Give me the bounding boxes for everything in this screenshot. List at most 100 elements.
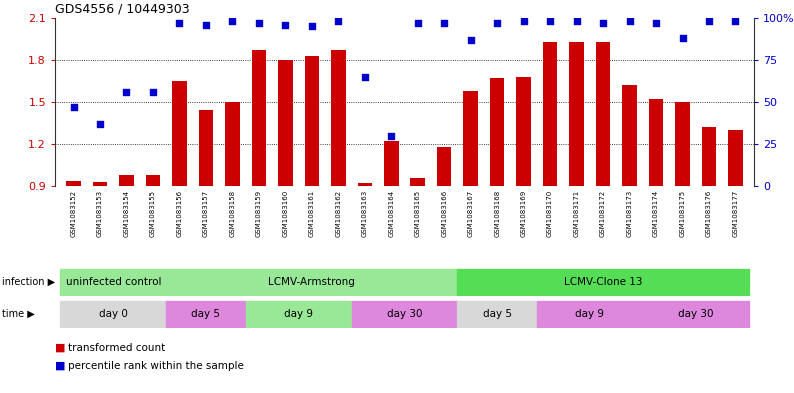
Text: day 30: day 30 — [678, 309, 714, 319]
Point — [437, 20, 450, 26]
Point — [279, 22, 291, 28]
Text: day 5: day 5 — [483, 309, 511, 319]
Text: GSM1083155: GSM1083155 — [150, 190, 156, 237]
Point — [411, 20, 424, 26]
Bar — [352, 301, 457, 327]
Text: GSM1083167: GSM1083167 — [468, 190, 474, 237]
Bar — [166, 301, 245, 327]
Text: infection ▶: infection ▶ — [2, 277, 55, 287]
Text: GSM1083156: GSM1083156 — [176, 190, 183, 237]
Text: GSM1083159: GSM1083159 — [256, 190, 262, 237]
Bar — [278, 60, 293, 186]
Point — [226, 18, 239, 24]
Text: ■: ■ — [55, 343, 65, 353]
Text: GSM1083163: GSM1083163 — [362, 190, 368, 237]
Point — [491, 20, 503, 26]
Bar — [252, 50, 266, 186]
Text: day 0: day 0 — [98, 309, 128, 319]
Text: LCMV-Clone 13: LCMV-Clone 13 — [564, 277, 642, 287]
Bar — [305, 56, 319, 186]
Text: GSM1083174: GSM1083174 — [653, 190, 659, 237]
Text: percentile rank within the sample: percentile rank within the sample — [68, 361, 244, 371]
Point — [306, 23, 318, 29]
Point — [173, 20, 186, 26]
Point — [358, 73, 371, 80]
Bar — [245, 301, 352, 327]
Point — [703, 18, 715, 24]
Bar — [384, 141, 399, 186]
Text: uninfected control: uninfected control — [65, 277, 161, 287]
Text: GSM1083157: GSM1083157 — [203, 190, 209, 237]
Text: LCMV-Armstrong: LCMV-Armstrong — [268, 277, 355, 287]
Text: GSM1083160: GSM1083160 — [283, 190, 288, 237]
Point — [252, 20, 265, 26]
Bar — [166, 269, 457, 295]
Point — [94, 121, 106, 127]
Text: GSM1083170: GSM1083170 — [547, 190, 553, 237]
Bar — [464, 91, 478, 186]
Point — [649, 20, 662, 26]
Bar — [543, 42, 557, 186]
Text: GSM1083172: GSM1083172 — [600, 190, 606, 237]
Point — [332, 18, 345, 24]
Point — [120, 89, 133, 95]
Point — [385, 132, 398, 139]
Point — [544, 18, 557, 24]
Text: GSM1083171: GSM1083171 — [573, 190, 580, 237]
Text: GSM1083158: GSM1083158 — [229, 190, 235, 237]
Text: GSM1083162: GSM1083162 — [335, 190, 341, 237]
Bar — [60, 301, 166, 327]
Text: GSM1083169: GSM1083169 — [521, 190, 526, 237]
Bar — [728, 130, 742, 186]
Bar — [331, 50, 345, 186]
Text: GSM1083173: GSM1083173 — [626, 190, 633, 237]
Text: ■: ■ — [55, 361, 65, 371]
Bar — [622, 85, 637, 186]
Bar — [93, 182, 107, 186]
Text: GSM1083175: GSM1083175 — [680, 190, 685, 237]
Text: GSM1083168: GSM1083168 — [494, 190, 500, 237]
Text: GSM1083161: GSM1083161 — [309, 190, 315, 237]
Bar — [66, 181, 81, 186]
Point — [67, 104, 80, 110]
Bar — [516, 77, 531, 186]
Bar — [198, 110, 214, 186]
Text: GSM1083152: GSM1083152 — [71, 190, 76, 237]
Point — [147, 89, 160, 95]
Bar — [119, 175, 133, 186]
Text: day 9: day 9 — [576, 309, 604, 319]
Text: day 9: day 9 — [284, 309, 313, 319]
Bar — [437, 147, 452, 186]
Point — [199, 22, 212, 28]
Bar — [410, 178, 425, 186]
Bar — [490, 78, 504, 186]
Text: GSM1083164: GSM1083164 — [388, 190, 395, 237]
Text: time ▶: time ▶ — [2, 309, 35, 319]
Text: GSM1083177: GSM1083177 — [733, 190, 738, 237]
Text: GSM1083153: GSM1083153 — [97, 190, 103, 237]
Bar — [172, 81, 187, 186]
Bar — [596, 42, 611, 186]
Text: day 5: day 5 — [191, 309, 221, 319]
Bar — [569, 42, 584, 186]
Bar — [145, 175, 160, 186]
Text: GSM1083176: GSM1083176 — [706, 190, 712, 237]
Bar — [649, 99, 663, 186]
Point — [676, 35, 689, 41]
Point — [464, 37, 477, 43]
Point — [623, 18, 636, 24]
Text: GDS4556 / 10449303: GDS4556 / 10449303 — [55, 2, 190, 15]
Point — [570, 18, 583, 24]
Point — [597, 20, 610, 26]
Bar — [643, 301, 749, 327]
Bar — [60, 269, 166, 295]
Point — [729, 18, 742, 24]
Text: transformed count: transformed count — [68, 343, 165, 353]
Bar — [675, 102, 690, 186]
Text: day 30: day 30 — [387, 309, 422, 319]
Bar — [457, 301, 537, 327]
Bar — [457, 269, 749, 295]
Bar — [537, 301, 643, 327]
Bar — [225, 102, 240, 186]
Text: GSM1083154: GSM1083154 — [124, 190, 129, 237]
